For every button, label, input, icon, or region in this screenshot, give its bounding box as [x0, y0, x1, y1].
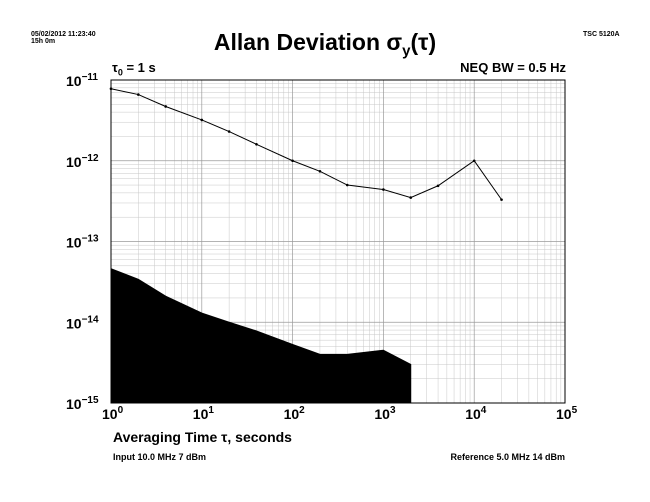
y-tick-label: 10−15 [66, 395, 99, 412]
x-tick-exponent: 1 [208, 405, 214, 416]
x-tick-labels: 100 101 102 103 104 105 [102, 405, 578, 422]
data-point [164, 105, 167, 108]
data-point [436, 184, 440, 188]
y-tick-base: 10 [66, 315, 82, 331]
y-tick-exponent: −15 [82, 395, 99, 406]
noise-floor-area [110, 268, 412, 404]
reference-info: Reference 5.0 MHz 14 dBm [450, 452, 565, 462]
tau0-label: τ0 = 1 s [112, 60, 156, 78]
data-point [291, 159, 294, 163]
title-text: Allan Deviation [213, 29, 387, 55]
data-point [500, 198, 503, 201]
x-tick-exponent: 3 [390, 405, 396, 416]
data-point [227, 130, 231, 133]
allan-deviation-line [109, 87, 503, 201]
title-paren-open: ( [410, 29, 419, 55]
x-tick-base: 10 [284, 406, 300, 422]
allan-deviation-polyline [110, 88, 502, 200]
instrument-label: TSC 5120A [583, 31, 620, 38]
x-tick-label: 102 [284, 405, 306, 422]
y-tick-label: 10−13 [66, 234, 99, 251]
y-tick-label: 10−12 [66, 153, 99, 170]
data-point [318, 170, 322, 173]
chart-title: Allan Deviation σy(τ) [0, 29, 650, 60]
tau0-symbol: τ [112, 60, 118, 75]
data-point [255, 142, 258, 146]
x-tick-label: 105 [556, 405, 578, 422]
y-tick-exponent: −12 [82, 153, 99, 164]
input-info: Input 10.0 MHz 7 dBm [113, 452, 207, 462]
y-tick-base: 10 [66, 396, 82, 412]
y-tick-exponent: −14 [82, 314, 99, 325]
x-tick-base: 10 [374, 406, 390, 422]
title-sigma: σ [386, 29, 403, 55]
x-tick-exponent: 5 [572, 405, 578, 416]
timestamp: 05/02/2012 11:23:40 [31, 31, 96, 38]
title-paren-close: ) [428, 29, 437, 55]
x-tick-label: 104 [465, 405, 487, 422]
tau0-value: = 1 s [122, 60, 156, 75]
tau0-subscript: 0 [117, 67, 123, 78]
noise-floor-fill [110, 268, 412, 404]
data-point [382, 188, 385, 191]
x-tick-exponent: 0 [118, 405, 124, 416]
neq-bw-label: NEQ BW = 0.5 Hz [460, 60, 566, 75]
y-tick-exponent: −11 [82, 72, 99, 83]
y-tick-base: 10 [66, 235, 82, 251]
title-tau: τ [418, 29, 429, 55]
y-tick-label: 10−14 [66, 314, 99, 331]
x-tick-exponent: 2 [299, 405, 305, 416]
data-point [472, 159, 476, 163]
x-tick-base: 10 [102, 406, 118, 422]
y-tick-exponent: −13 [82, 234, 99, 245]
x-axis-label: Averaging Time τ, seconds [113, 429, 292, 445]
x-tick-label: 101 [193, 405, 215, 422]
x-tick-base: 10 [193, 406, 209, 422]
y-tick-base: 10 [66, 154, 82, 170]
x-tick-base: 10 [465, 406, 481, 422]
data-point [345, 183, 349, 187]
plot-frame [110, 79, 566, 404]
data-point [200, 118, 204, 122]
data-point [409, 196, 413, 199]
title-subscript: y [402, 42, 411, 60]
y-tick-label: 10−11 [66, 72, 98, 89]
data-point [137, 93, 140, 96]
duration: 15h 0m [31, 38, 56, 45]
x-tick-base: 10 [556, 406, 572, 422]
x-tick-label: 100 [102, 405, 124, 422]
y-tick-base: 10 [66, 73, 82, 89]
x-tick-exponent: 4 [481, 405, 487, 416]
x-tick-label: 103 [374, 405, 396, 422]
